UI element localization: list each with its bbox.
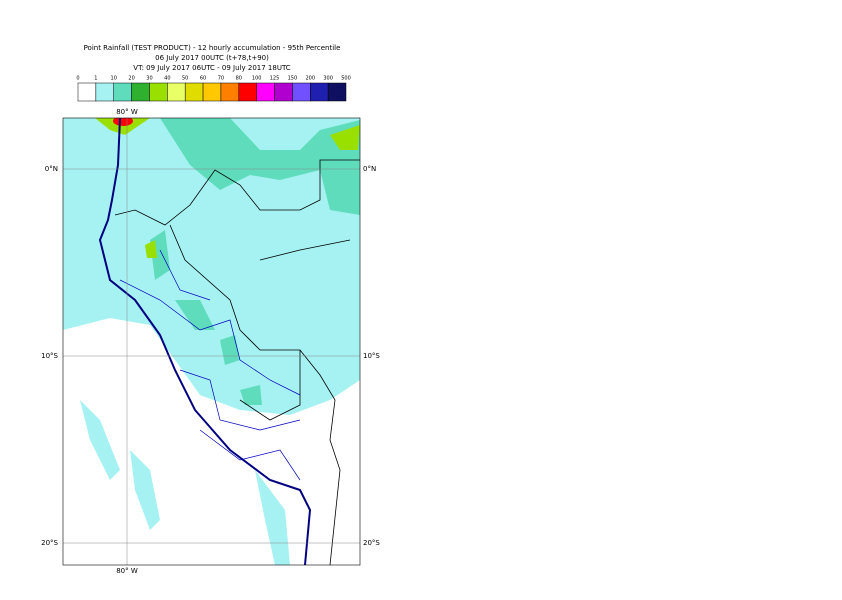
legend: 0 1 10 20 30 40 50 60 70 80 100 125 150 200 300 500 [76, 76, 351, 102]
title: Point Rainfall (TEST PRODUCT) - 12 hourl… [84, 44, 341, 52]
legend-swatch [167, 82, 186, 102]
legend-swatch [220, 82, 240, 102]
lat-label: 0°N [45, 165, 58, 173]
lat-label: 20°S [41, 539, 58, 547]
lat-label: 0°N [363, 165, 376, 173]
legend-swatch [238, 82, 257, 102]
legend-swatch [256, 82, 275, 102]
lon-label: 80° W [116, 567, 138, 575]
legend-label: 300 [323, 76, 333, 82]
lat-label: 20°S [363, 539, 380, 547]
lat-label: 10°S [363, 352, 380, 360]
map [63, 118, 360, 565]
legend-swatch [77, 82, 97, 102]
regions [119, 249, 301, 481]
legend-swatch [292, 82, 311, 102]
rain-field [63, 120, 140, 250]
lat-label: 10°S [41, 352, 58, 360]
legend-label: 200 [305, 76, 315, 82]
peak-rain [113, 118, 133, 126]
legend-label: 80 [236, 76, 242, 82]
legend-label: 0 [76, 76, 79, 82]
legend-label: 60 [200, 76, 206, 82]
coastline [98, 118, 312, 565]
lon-label: 80° W [116, 108, 138, 116]
legend-label: 10 [111, 76, 117, 82]
legend-swatch [113, 82, 132, 102]
legend-swatch [131, 82, 150, 102]
valid-time: VT: 09 July 2017 06UTC - 09 July 2017 18… [133, 64, 291, 72]
legend-swatch [274, 82, 293, 102]
legend-swatch [310, 82, 329, 102]
legend-label: 20 [128, 76, 134, 82]
moderate-rain [160, 118, 360, 215]
legend-label: 70 [218, 76, 224, 82]
legend-label: 30 [146, 76, 152, 82]
base-time: 06 July 2017 00UTC (t+78,t+90) [155, 54, 269, 62]
heavy-rain [95, 118, 360, 258]
legend-swatch [95, 82, 114, 102]
dry-area [63, 318, 360, 565]
map-frame [62, 117, 361, 566]
legend-label: 50 [182, 76, 188, 82]
moderate-rain [150, 230, 262, 405]
legend-swatch [149, 82, 168, 102]
legend-swatch [184, 82, 204, 102]
legend-swatch [202, 82, 222, 102]
legend-label: 125 [270, 76, 280, 82]
legend-label: 500 [341, 76, 351, 82]
legend-label: 40 [164, 76, 170, 82]
legend-label: 1 [94, 76, 97, 82]
legend-swatch [327, 82, 347, 102]
borders [114, 159, 360, 565]
legend-label: 150 [288, 76, 298, 82]
legend-label: 100 [252, 76, 262, 82]
